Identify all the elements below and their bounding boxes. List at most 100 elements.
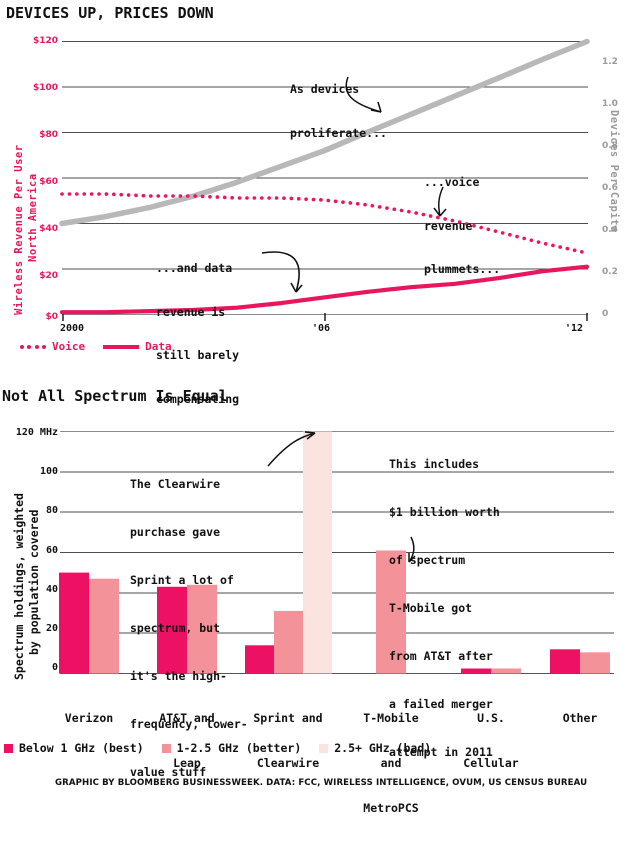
legend-item-voice[interactable]: Voice <box>20 340 85 353</box>
cat4-line1: Cellular <box>463 756 519 770</box>
chart1-gridlines <box>62 41 588 270</box>
bar-verizon-1to25ghz <box>89 578 119 674</box>
chart2-category-other: Other <box>525 681 630 756</box>
chart1-plot <box>59 38 590 321</box>
chart1-annotation-voice: ...voice revenue plummets... <box>424 146 500 306</box>
chart1-anno3-line4: compensating <box>156 391 240 406</box>
chart1-anno3-line1: ...and data <box>156 261 233 275</box>
chart2-arrowhead-tmobile <box>408 553 416 563</box>
chart1-arrowhead-voice <box>433 207 447 217</box>
cat5-line0: Other <box>562 711 598 725</box>
chart2-anno1-line6: frequency, lower- <box>130 717 248 731</box>
bar-uscellular-below1ghz <box>461 668 491 674</box>
chart1-xtick-12: '12 <box>565 323 584 334</box>
chart2-anno1-line1: The Clearwire <box>130 477 221 491</box>
chart2-plot <box>59 431 614 675</box>
chart1-arrow-devices <box>345 76 382 113</box>
chart1-anno2-line2: revenue <box>424 218 473 233</box>
cat0-line0: Verizon <box>64 711 114 725</box>
chart1-ytick-80: $80 <box>39 130 58 140</box>
chart2-ytick-40: 40 <box>45 584 58 595</box>
cat2-line0: Sprint and <box>253 711 323 725</box>
chart2-ytick-20: 20 <box>45 623 58 634</box>
voice-dotted-swatch-icon <box>20 344 46 349</box>
chart2-anno1-line2: purchase gave <box>130 525 221 539</box>
chart1-ytick-120: $120 <box>32 36 58 46</box>
legend-item-below-1ghz[interactable]: Below 1 GHz (best) <box>4 741 144 755</box>
bar-sprint-1to25ghz <box>274 610 303 674</box>
chart2-anno2-line7: attempt in 2011 <box>389 745 493 759</box>
chart2-category-att-leap: AT&T and Leap <box>132 681 242 801</box>
series-voice <box>60 192 589 255</box>
chart1-ytick-100: $100 <box>32 83 58 93</box>
bar-other-1to25ghz <box>580 652 610 674</box>
cat3-line1: and <box>380 756 402 770</box>
bar-att-below1ghz <box>157 586 187 674</box>
cat4-line0: U.S. <box>477 711 505 725</box>
legend-item-data[interactable]: Data <box>103 340 172 353</box>
chart1-annotation-data: ...and data revenue is still barely comp… <box>156 232 239 435</box>
legend-item-25plusghz[interactable]: 2.5+ GHz (bad) <box>319 741 431 755</box>
chart2-ytick-60: 60 <box>45 545 58 556</box>
legend-item-1-2p5ghz[interactable]: 1-2.5 GHz (better) <box>161 741 302 755</box>
bar-group-tmobile-metropcs <box>376 550 406 674</box>
series-devices-per-capita <box>59 38 590 227</box>
chart2-title: Not All Spectrum Is Equal <box>2 387 228 405</box>
bar-sprint-below1ghz <box>245 645 274 674</box>
infographic-root: DEVICES UP, PRICES DOWN Wireless Revenue… <box>2 4 630 815</box>
chart2-anno2-line3: of spectrum <box>389 553 466 567</box>
chart1-anno2-line1: ...voice <box>424 175 480 189</box>
chart2-ytick-80: 80 <box>45 505 58 516</box>
chart2-anno2-line4: T-Mobile got <box>389 601 473 615</box>
chart1-anno2-line3: plummets... <box>424 262 501 276</box>
chart1-arrowhead-devices <box>370 101 382 113</box>
bar-att-1to25ghz <box>187 584 217 674</box>
cat1-line1: Leap <box>173 756 201 770</box>
chart1-y2tick-0: 0 <box>602 309 609 319</box>
bar-uscellular-1to25ghz <box>491 668 521 674</box>
cat3-line0: T-Mobile <box>363 711 419 725</box>
swatch-25plusghz-icon <box>319 743 329 753</box>
chart1-arrow-voice <box>438 186 444 217</box>
chart2-ytick-120: 120 MHz <box>15 427 58 438</box>
chart1-y2tick-1p2: 1.2 <box>602 57 618 67</box>
chart1-anno3-line3: still barely <box>156 348 240 362</box>
chart2-ytick-100: 100 <box>39 466 58 477</box>
bar-group-sprint-clearwire <box>245 431 332 674</box>
chart1-annotation-devices: As devices proliferate... <box>290 53 387 169</box>
chart2-annotation-tmobile: This includes $1 billion worth of spectr… <box>389 424 500 792</box>
legend-label-data: Data <box>145 340 172 353</box>
chart1-ytick-40: $40 <box>39 224 58 234</box>
chart1-y2tick-0p4: 0.4 <box>602 225 618 235</box>
chart1-anno1-line1: As devices <box>290 82 360 96</box>
legend-label-25plusghz: 2.5+ GHz (bad) <box>334 741 432 755</box>
chart1-ytick-60: $60 <box>39 177 58 187</box>
chart1-legend: Voice Data <box>20 340 190 353</box>
bar-group-att-leap <box>157 584 217 674</box>
chart1-xtickmarks <box>62 313 588 321</box>
legend-label-below-1ghz: Below 1 GHz (best) <box>19 741 144 755</box>
bar-group-other <box>550 649 610 674</box>
chart2-gridlines <box>60 431 614 634</box>
chart1-y2tick-0p2: 0.2 <box>602 267 618 277</box>
chart1-xtick-06: '06 <box>312 323 331 334</box>
bar-group-verizon <box>59 572 119 674</box>
chart2-anno2-line1: This includes <box>389 457 480 471</box>
bar-verizon-below1ghz <box>59 572 89 674</box>
chart2-anno1-line5: it's the high- <box>130 669 227 683</box>
chart2-legend: Below 1 GHz (best) 1-2.5 GHz (better) 2.… <box>4 741 449 755</box>
data-solid-swatch-icon <box>103 344 140 349</box>
swatch-below-1ghz-icon <box>4 743 13 753</box>
legend-label-1to25ghz: 1-2.5 GHz (better) <box>176 741 302 755</box>
chart2-anno1-line4: spectrum, but <box>130 621 221 635</box>
bar-other-below1ghz <box>550 649 580 674</box>
source-credit: GRAPHIC BY BLOOMBERG BUSINESSWEEK. DATA:… <box>55 778 588 788</box>
chart2-anno2-line6: a failed merger <box>389 697 493 711</box>
chart1-xtick-2000: 2000 <box>60 323 85 334</box>
chart2-anno2-line5: from AT&T after <box>389 649 493 663</box>
chart2-category-tmobile-metropcs: T-Mobile and MetroPCS <box>336 681 446 846</box>
cat1-line0: AT&T and <box>159 711 215 725</box>
chart1-arrowhead-data <box>290 282 303 293</box>
chart2-arrow-clearwire <box>267 432 316 467</box>
cat2-line1: Clearwire <box>256 756 320 770</box>
